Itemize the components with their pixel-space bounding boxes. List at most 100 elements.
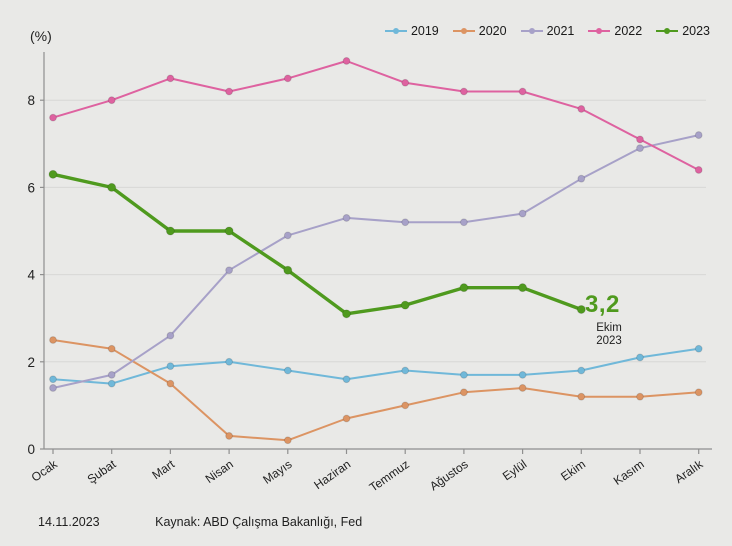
data-point-2023 xyxy=(518,283,528,293)
data-point-2019 xyxy=(694,344,703,353)
x-axis-month-label: Mayıs xyxy=(260,457,294,487)
data-point-2020 xyxy=(49,336,57,344)
data-point-2020 xyxy=(401,401,410,410)
data-point-2019 xyxy=(342,375,351,384)
chart-footer: 14.11.2023 Kaynak: ABD Çalışma Bakanlığı… xyxy=(38,515,362,529)
legend-marker-icon xyxy=(588,27,611,35)
y-axis-unit-label: (%) xyxy=(30,28,52,44)
y-axis-tick-label: 0 xyxy=(27,442,35,457)
data-point-2023 xyxy=(459,283,469,293)
data-point-2021 xyxy=(577,174,586,183)
data-point-2019 xyxy=(401,366,410,375)
data-point-2020 xyxy=(694,388,703,397)
legend-label: 2020 xyxy=(478,24,507,38)
data-point-2019 xyxy=(283,366,292,375)
annotation-month: Ekim xyxy=(596,322,622,334)
x-axis-month-label: Haziran xyxy=(311,457,353,492)
data-point-2023 xyxy=(576,304,586,314)
series-line-2022 xyxy=(52,60,700,171)
data-point-2022 xyxy=(166,74,175,83)
data-point-2020 xyxy=(166,379,175,388)
legend-item-2021: 2021 xyxy=(520,24,575,38)
data-point-2023 xyxy=(224,226,234,236)
x-axis-month-label: Nisan xyxy=(203,457,236,486)
y-axis-tick-label: 8 xyxy=(27,93,35,108)
data-point-2023 xyxy=(107,182,117,192)
source-note: Kaynak: ABD Çalışma Bakanlığı, Fed xyxy=(155,515,363,529)
data-point-2022 xyxy=(518,87,527,96)
x-axis-month-label: Kasım xyxy=(611,457,647,488)
series-line-2021 xyxy=(52,134,700,389)
legend-label: 2019 xyxy=(410,24,439,38)
data-point-2023 xyxy=(400,300,410,310)
legend-label: 2021 xyxy=(546,24,575,38)
data-point-2019 xyxy=(636,353,644,362)
data-point-2021 xyxy=(166,331,175,340)
data-point-2021 xyxy=(460,218,468,227)
data-point-2022 xyxy=(107,96,116,105)
series-line-2019 xyxy=(52,347,700,385)
data-point-2022 xyxy=(636,135,644,144)
data-point-2019 xyxy=(225,357,234,366)
legend-marker-icon xyxy=(384,27,407,35)
annotation-year: 2023 xyxy=(596,335,622,347)
data-point-2020 xyxy=(225,432,234,440)
x-axis-month-label: Temmuz xyxy=(367,457,412,494)
data-point-2019 xyxy=(107,379,116,388)
data-point-2022 xyxy=(283,74,292,83)
data-point-2019 xyxy=(577,366,586,375)
data-point-2022 xyxy=(342,57,351,65)
data-point-2022 xyxy=(401,78,410,87)
publish-date: 14.11.2023 xyxy=(38,515,100,529)
y-axis-tick-label: 4 xyxy=(27,268,35,283)
data-point-2020 xyxy=(518,384,527,392)
series-line-2023 xyxy=(51,172,583,316)
data-point-2022 xyxy=(49,113,57,122)
legend-item-2023: 2023 xyxy=(656,24,710,38)
latest-value-annotation: 3,2 Ekim 2023 xyxy=(585,293,633,348)
data-point-2020 xyxy=(460,388,468,397)
data-point-2021 xyxy=(283,231,292,240)
data-point-2021 xyxy=(49,384,57,392)
data-point-2019 xyxy=(49,375,57,384)
x-axis-month-label: Ekim xyxy=(558,457,588,484)
x-axis-month-label: Ağustos xyxy=(427,457,471,493)
legend-label: 2022 xyxy=(614,24,643,38)
y-axis-tick-label: 6 xyxy=(27,180,35,195)
data-point-2020 xyxy=(342,414,351,423)
legend-marker-icon xyxy=(452,27,475,35)
annotation-value: 3,2 xyxy=(585,291,620,318)
data-point-2019 xyxy=(518,370,527,379)
data-point-2020 xyxy=(107,344,116,353)
x-axis-month-label: Şubat xyxy=(85,457,119,487)
data-point-2023 xyxy=(342,309,351,319)
data-point-2020 xyxy=(577,392,586,401)
x-axis-month-label: Ocak xyxy=(29,456,61,484)
x-axis-month-label: Mart xyxy=(149,457,177,483)
data-point-2020 xyxy=(283,436,292,445)
data-point-2020 xyxy=(636,392,644,401)
data-point-2021 xyxy=(518,209,527,218)
data-point-2021 xyxy=(342,214,351,222)
data-point-2019 xyxy=(166,362,175,371)
series-line-2020 xyxy=(52,339,700,442)
legend-item-2022: 2022 xyxy=(588,24,642,38)
data-point-2022 xyxy=(577,105,586,113)
data-point-2021 xyxy=(225,266,234,275)
chart-legend: 2019 2020 2021 2022 2023 xyxy=(384,24,710,38)
data-point-2021 xyxy=(401,218,410,227)
data-point-2022 xyxy=(694,166,703,174)
legend-label: 2023 xyxy=(682,24,710,38)
data-point-2022 xyxy=(225,87,234,96)
data-point-2021 xyxy=(636,144,644,153)
x-axis-month-label: Aralık xyxy=(672,456,706,486)
legend-item-2020: 2020 xyxy=(452,24,507,38)
data-point-2022 xyxy=(460,87,468,96)
legend-marker-icon xyxy=(520,27,543,35)
legend-marker-icon xyxy=(656,27,679,35)
data-point-2023 xyxy=(283,265,293,275)
data-point-2019 xyxy=(460,370,468,379)
data-point-2023 xyxy=(165,226,175,236)
